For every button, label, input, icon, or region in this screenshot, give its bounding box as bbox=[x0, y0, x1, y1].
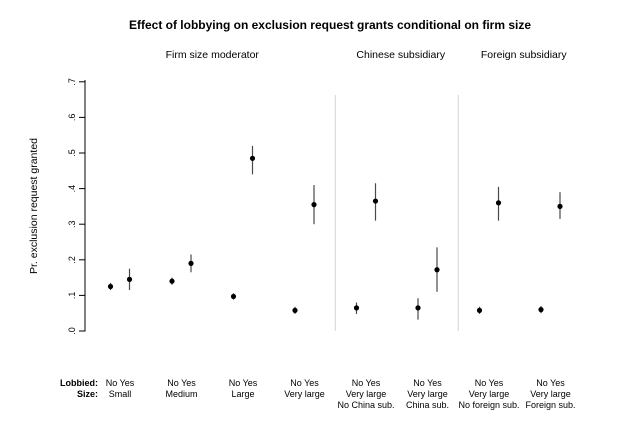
y-tick-label: .2 bbox=[67, 256, 77, 264]
point-estimate bbox=[495, 200, 502, 206]
group-tick-label: No Yes Large bbox=[229, 378, 258, 400]
point-estimate bbox=[372, 198, 379, 204]
group-tick-label-row: No Yes bbox=[105, 378, 135, 388]
y-tick-label: .1 bbox=[67, 292, 77, 300]
group-tick-label: No Yes Small bbox=[106, 378, 135, 400]
lobbied-prefix-label: Lobbied: bbox=[60, 378, 98, 388]
y-tick-label: .7 bbox=[67, 78, 77, 86]
point-estimate bbox=[292, 307, 298, 313]
group-tick-label: No Yes Very large bbox=[284, 378, 325, 400]
panel-header: Foreign subsidiary bbox=[480, 49, 567, 61]
group-tick-label: No Yes Very large Foreign sub. bbox=[525, 378, 575, 411]
group-tick-label-row: Small bbox=[108, 389, 132, 399]
group-tick-label: No Yes Very large China sub. bbox=[406, 378, 449, 411]
group-tick-label-row: No Yes bbox=[536, 378, 565, 388]
point-estimate bbox=[353, 305, 360, 311]
point-estimate bbox=[311, 202, 317, 208]
point-estimate bbox=[188, 260, 194, 266]
group-tick-label-row: Very large bbox=[530, 389, 571, 399]
group-tick-label-row: No Yes bbox=[228, 378, 258, 388]
group-tick-label-row: Very large bbox=[468, 389, 510, 399]
point-estimate bbox=[476, 307, 483, 313]
panel-header: Chinese subsidiary bbox=[356, 49, 446, 61]
group-tick-label: No Yes Medium bbox=[165, 378, 197, 400]
point-estimate bbox=[126, 276, 133, 282]
point-estimate bbox=[538, 307, 544, 313]
panel-header: Firm size moderator bbox=[165, 49, 259, 61]
group-tick-label-row: Very large bbox=[407, 389, 448, 399]
size-prefix-label: Size: bbox=[76, 389, 98, 399]
y-tick-label: .3 bbox=[67, 220, 77, 228]
group-tick-label-row: No Yes bbox=[413, 378, 442, 388]
point-estimate bbox=[230, 293, 237, 300]
group-tick-label-row: No Yes bbox=[351, 378, 381, 388]
x-axis-prefix-labels: Lobbied: Size: bbox=[40, 378, 98, 400]
group-tick-label-row: No Yes bbox=[474, 378, 504, 388]
group-tick-label: No Yes Very large No foreign sub. bbox=[458, 378, 519, 411]
group-tick-label-row: Very large bbox=[284, 389, 325, 399]
point-estimate bbox=[169, 278, 175, 284]
group-tick-label-row: China sub. bbox=[405, 400, 450, 410]
group-tick-label-row: No China sub. bbox=[337, 400, 395, 410]
y-axis-title: Pr. exclusion request granted bbox=[28, 138, 40, 274]
y-tick-label: .6 bbox=[67, 114, 77, 122]
point-estimate bbox=[249, 155, 256, 161]
group-tick-label-row: Foreign sub. bbox=[525, 400, 576, 410]
group-tick-label-row: No Yes bbox=[290, 378, 319, 388]
group-tick-label-row: No Yes bbox=[167, 378, 196, 388]
chart-title: Effect of lobbying on exclusion request … bbox=[128, 18, 532, 32]
y-tick-label: .0 bbox=[67, 327, 77, 335]
group-tick-label-row: Medium bbox=[165, 389, 198, 399]
group-tick-label: No Yes Very large No China sub. bbox=[337, 378, 394, 411]
point-estimate bbox=[415, 305, 421, 311]
point-estimate bbox=[107, 283, 114, 290]
y-tick-label: .5 bbox=[67, 149, 77, 157]
group-tick-label-row: Large bbox=[231, 389, 255, 399]
point-estimate bbox=[434, 267, 440, 273]
point-estimate bbox=[557, 203, 563, 209]
y-tick-label: .4 bbox=[67, 185, 77, 193]
group-tick-label-row: Very large bbox=[345, 389, 387, 399]
group-tick-label-row: No foreign sub. bbox=[458, 400, 520, 410]
